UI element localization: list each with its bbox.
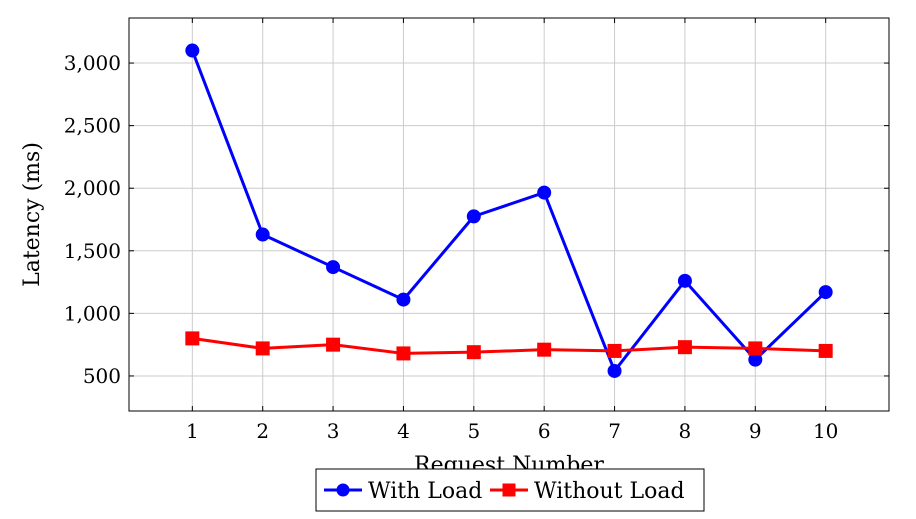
data-point-with-load xyxy=(255,227,270,242)
y-tick-label: 2,500 xyxy=(64,114,121,138)
legend-marker-with-load xyxy=(336,483,350,497)
y-tick-label: 1,500 xyxy=(64,239,121,263)
x-tick-label: 9 xyxy=(749,419,762,443)
data-point-with-load xyxy=(607,363,622,378)
data-point-without-load xyxy=(537,342,552,357)
axis-ticks: 1 2 3 4 5 6 7 8 9 10 500 1,000 1,500 2,000 2,500 3,000 xyxy=(64,18,889,443)
x-tick-label: 1 xyxy=(186,419,199,443)
y-tick-label: 3,000 xyxy=(64,51,121,75)
data-point-with-load xyxy=(818,285,833,300)
legend-marker-without-load xyxy=(502,483,516,497)
y-tick-label: 2,000 xyxy=(64,176,121,200)
data-point-without-load xyxy=(466,345,481,360)
plot-area-frame xyxy=(128,17,890,412)
series-group xyxy=(185,43,833,378)
data-point-without-load xyxy=(748,341,763,356)
data-point-without-load xyxy=(677,340,692,355)
y-tick-label: 500 xyxy=(83,364,121,388)
data-point-without-load xyxy=(607,343,622,358)
legend-label-without-load: Without Load xyxy=(534,479,685,504)
data-point-without-load xyxy=(818,343,833,358)
y-tick-label: 1,000 xyxy=(64,301,121,325)
x-tick-label: 8 xyxy=(679,419,692,443)
data-point-without-load xyxy=(396,346,411,361)
data-point-with-load xyxy=(185,43,200,58)
data-point-with-load xyxy=(677,273,692,288)
legend-label-with-load: With Load xyxy=(368,479,482,504)
y-axis-label: Latency (ms) xyxy=(20,142,45,287)
x-tick-label: 2 xyxy=(256,419,269,443)
series-line-without-load xyxy=(192,336,826,355)
x-tick-label: 10 xyxy=(813,419,838,443)
x-tick-label: 4 xyxy=(397,419,410,443)
x-tick-label: 5 xyxy=(467,419,480,443)
data-point-with-load xyxy=(466,209,481,224)
data-point-with-load xyxy=(537,185,552,200)
x-tick-label: 6 xyxy=(538,419,551,443)
series-line-with-load xyxy=(190,50,827,373)
x-tick-label: 7 xyxy=(608,419,621,443)
data-point-with-load xyxy=(326,260,341,275)
data-point-without-load xyxy=(326,337,341,352)
grid-lines xyxy=(129,18,889,411)
legend: With Load Without Load xyxy=(315,468,705,512)
x-tick-label: 3 xyxy=(327,419,340,443)
data-point-with-load xyxy=(396,292,411,307)
data-point-without-load xyxy=(255,341,270,356)
data-point-without-load xyxy=(185,331,200,346)
